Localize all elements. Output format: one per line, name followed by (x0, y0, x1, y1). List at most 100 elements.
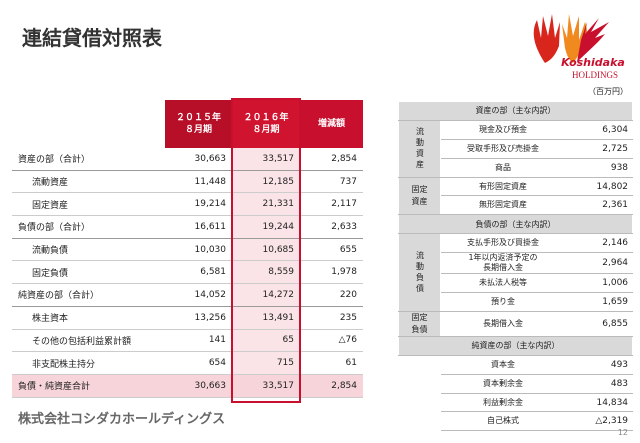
summary-table: 資産の部（合計） 30,663 33,517 2,854 流動資産 11,448 12,18… (12, 148, 363, 398)
row: 負債の部（合計） 16,611 19,244 2,633 (12, 215, 363, 239)
page-number: 12 (617, 428, 628, 437)
section-row: 負債の部（主な内訳） (397, 214, 634, 235)
header-line: ８月期 (252, 125, 280, 135)
group-label: 固定負債 (398, 310, 441, 337)
value: 21,331 (232, 192, 300, 217)
row-label: 資産の部（合計） (12, 148, 165, 171)
row: 純資産の部（合計） 14,052 14,272 220 (12, 283, 363, 307)
value: 10,030 (165, 238, 232, 262)
value: 654 (165, 351, 232, 375)
item-value: 2,361 (564, 195, 634, 216)
column-header: ２０１６年 ８月期 (232, 100, 300, 148)
value: △76 (300, 329, 363, 353)
group-text: 固定負債 (411, 312, 428, 334)
summary-header: ２０１５年 ８月期 ２０１６年 ８月期 増減額 (12, 100, 363, 148)
value: 2,117 (300, 192, 363, 217)
item-text: 支払手形及び買掛金 (467, 238, 539, 248)
value: 65 (232, 329, 300, 353)
value: 11,448 (165, 170, 232, 194)
item-row: 自己株式 △2,319 (399, 411, 634, 432)
item-name: 支払手形及び買掛金 (440, 233, 566, 254)
blank (398, 354, 441, 431)
unit: （百万円） (588, 87, 628, 96)
item-text: 商品 (495, 162, 511, 172)
row-label: その他の包括利益累計額 (12, 329, 165, 353)
item-row: 商品 938 (399, 157, 634, 178)
value: 30,663 (165, 374, 232, 398)
item-text: 現金及び預金 (479, 124, 527, 134)
value: 61 (300, 351, 363, 375)
value: 220 (300, 283, 363, 307)
header-line: ８月期 (184, 125, 212, 135)
value: 2,854 (300, 148, 363, 171)
item-value: 2,964 (564, 252, 634, 275)
item-row: 資本金 493 (398, 354, 634, 431)
value: 33,517 (232, 148, 300, 171)
logo: Koshidaka HOLDINGS (533, 14, 625, 80)
row-label: 負債・純資産合計 (12, 374, 165, 398)
section-row: 資産の部（主な内訳） (397, 101, 634, 121)
item-value: 1,006 (564, 273, 634, 294)
value: 2,854 (300, 374, 363, 398)
logo-name: Koshidaka (561, 56, 625, 69)
item-name: 自己株式 (440, 411, 566, 432)
logo-sub: HOLDINGS (572, 70, 618, 80)
item-row: 流動資産 現金及び預金 6,304 (398, 119, 634, 178)
row: 非支配株主持分 654 715 61 (12, 351, 363, 375)
row: 固定負債 6,581 8,559 1,978 (12, 260, 363, 285)
item-value: 2,146 (564, 233, 634, 254)
item-name: 利益剰余金 (440, 392, 566, 413)
row: 固定資産 19,214 21,331 2,117 (12, 192, 363, 217)
value: 14,052 (165, 283, 232, 307)
row-label: 負債の部（合計） (12, 215, 165, 239)
item-name: 資本剰余金 (440, 373, 566, 394)
row-label: 流動負債 (12, 238, 165, 262)
value: 10,685 (232, 238, 300, 262)
value: 13,491 (232, 306, 300, 330)
header-line: 増減額 (317, 119, 345, 129)
item-text: 有形固定資産 (479, 181, 527, 191)
item-name: 受取手形及び売掛金 (440, 138, 566, 159)
row: 負債・純資産合計 30,663 33,517 2,854 (12, 374, 363, 398)
item-text: 受取手形及び売掛金 (467, 143, 539, 153)
company: 株式会社コシダカホールディングス (18, 412, 226, 427)
value: 14,272 (232, 283, 300, 307)
value: 2,633 (300, 215, 363, 239)
column-header: ２０１５年 ８月期 (165, 100, 232, 148)
row-label: 純資産の部（合計） (12, 283, 165, 307)
row-label: 固定資産 (12, 192, 165, 217)
row-label: 株主資本 (12, 306, 165, 330)
section-title: 資産の部（主な内訳） (397, 101, 634, 121)
value: 33,517 (232, 374, 300, 398)
value: 19,214 (165, 192, 232, 217)
item-name: 預り金 (440, 292, 566, 312)
item-name: 資本金 (440, 354, 566, 375)
value: 141 (165, 329, 232, 353)
section-title: 負債の部（主な内訳） (397, 214, 634, 235)
item-name: 有形固定資産 (440, 176, 566, 197)
item-row: 未払法人税等 1,006 (399, 273, 634, 294)
item-row: 固定資産 有形固定資産 14,802 (398, 176, 634, 216)
item-row: 流動負債 支払手形及び買掛金 2,146 (398, 233, 634, 312)
item-name: 長期借入金 (440, 310, 566, 337)
column-header: 増減額 (300, 100, 363, 148)
group-label: 流動負債 (398, 233, 441, 312)
value: 16,611 (165, 215, 232, 239)
row: 流動資産 11,448 12,185 737 (12, 170, 363, 194)
item-text: 未払法人税等 (479, 278, 527, 288)
row: 流動負債 10,030 10,685 655 (12, 238, 363, 262)
item-row: 預り金 1,659 (399, 292, 634, 312)
item-name: 1年以内返済予定の長期借入金 (440, 252, 566, 275)
value: 13,256 (165, 306, 232, 330)
item-value: 14,834 (564, 392, 634, 413)
value: 1,978 (300, 260, 363, 285)
value: 235 (300, 306, 363, 330)
highlight-frame (231, 98, 301, 403)
item-name: 無形固定資産 (440, 195, 566, 216)
item-row: 固定負債 長期借入金 6,855 (398, 310, 634, 337)
item-value: 1,659 (564, 292, 634, 312)
row: 株主資本 13,256 13,491 235 (12, 306, 363, 330)
group-text: 流動負債 (415, 250, 425, 295)
item-value: 6,855 (564, 310, 634, 337)
